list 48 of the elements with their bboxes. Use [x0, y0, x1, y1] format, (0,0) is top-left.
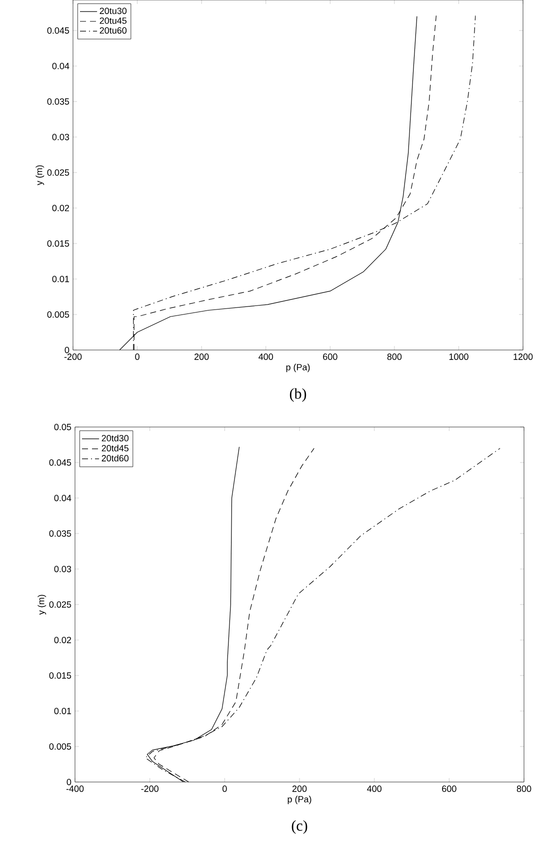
text: (b)	[290, 388, 306, 402]
x-tick-label: -200	[141, 786, 158, 792]
legend-label: 20tu30	[100, 8, 127, 14]
x-tick-label: 200	[292, 786, 307, 792]
y-tick-label: 0	[64, 346, 70, 354]
x-tick-label: 1000	[449, 354, 468, 360]
legend-label: 20tu60	[100, 27, 127, 34]
x-tick-label: 0	[222, 786, 227, 792]
x-tick-label: 1200	[514, 354, 533, 360]
x-tick-label: 800	[387, 354, 402, 360]
x-axis-title: p (Pa)	[286, 364, 310, 372]
legend-label: 20td60	[102, 454, 129, 462]
x-tick-label: 600	[323, 354, 338, 360]
y-tick-label: 0.035	[49, 530, 72, 537]
legend-label: 20tu45	[100, 17, 127, 24]
x-tick-label: 800	[516, 786, 532, 792]
y-axis-title: y (m)	[36, 165, 44, 186]
x-tick-label: 400	[258, 354, 274, 360]
y-tick-label: 0.05	[54, 424, 72, 430]
y-tick-label: 0.015	[47, 240, 70, 247]
x-tick-label: 0	[135, 354, 140, 360]
legend-label: 20td45	[102, 444, 129, 452]
y-tick-label: 0.005	[47, 311, 70, 318]
x-tick-label: 600	[442, 786, 456, 792]
y-tick-label: 0.035	[47, 98, 70, 105]
y-tick-label: 0.005	[49, 743, 72, 750]
y-tick-label: 0.045	[49, 459, 72, 466]
y-tick-label: 0.01	[52, 276, 70, 282]
text: (c)	[292, 820, 308, 834]
y-axis-title: y (m)	[38, 594, 46, 615]
y-tick-label: 0.02	[52, 204, 70, 212]
y-tick-label: 0.045	[47, 27, 70, 34]
x-axis-title: p (Pa)	[288, 796, 312, 804]
y-tick-label: 0.04	[52, 62, 70, 70]
x-tick-label: 200	[194, 354, 209, 360]
y-tick-label: 0.04	[54, 494, 72, 502]
x-tick-label: -200	[64, 354, 82, 360]
legend-label: 20td30	[102, 434, 129, 442]
y-tick-label: 0.02	[54, 636, 72, 644]
y-tick-label: 0.015	[49, 672, 72, 679]
y-tick-label: 0.025	[49, 601, 72, 608]
x-tick-label: -400	[66, 786, 84, 792]
y-tick-label: 0.025	[47, 169, 70, 176]
y-tick-label: 0.03	[52, 134, 70, 140]
y-tick-label: 0	[66, 778, 72, 786]
x-tick-label: 400	[367, 786, 382, 792]
y-tick-label: 0.01	[54, 708, 72, 714]
y-tick-label: 0.03	[54, 566, 72, 572]
